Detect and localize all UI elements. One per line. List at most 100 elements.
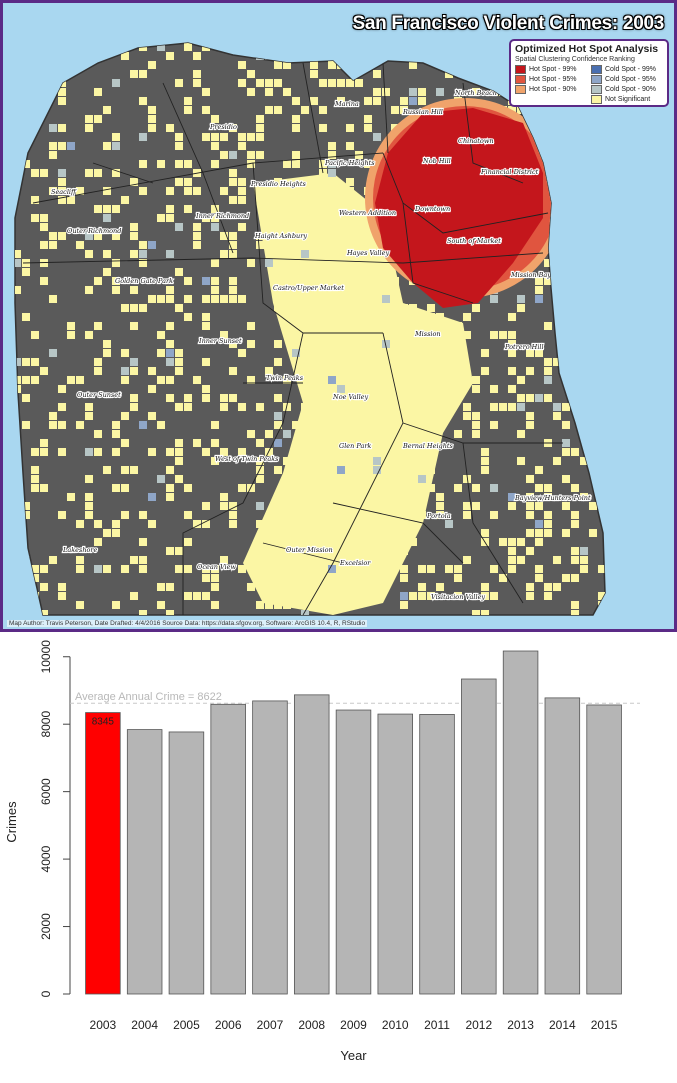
map-cell	[418, 88, 426, 96]
map-cell	[571, 556, 579, 564]
map-cell	[283, 214, 291, 222]
map-cell	[202, 394, 210, 402]
map-cell	[202, 133, 210, 141]
map-cell	[211, 583, 219, 591]
map-cell	[166, 466, 174, 474]
map-cell	[418, 592, 426, 600]
map-cell	[256, 439, 264, 447]
map-cell	[247, 340, 255, 348]
map-cell	[535, 286, 543, 294]
map-cell	[175, 178, 183, 186]
map-cell	[355, 457, 363, 465]
map-cell	[355, 268, 363, 276]
map-cell	[337, 385, 345, 393]
nbhd-label: Hayes Valley	[346, 249, 389, 257]
map-cell	[580, 547, 588, 555]
map-cell	[319, 124, 327, 132]
legend-swatch	[515, 75, 526, 84]
map-cell	[229, 124, 237, 132]
map-cell	[571, 547, 579, 555]
map-cell	[409, 97, 417, 105]
map-cell	[15, 358, 21, 366]
nbhd-label: Potrero Hill	[504, 343, 544, 351]
map-cell	[256, 124, 264, 132]
map-cell	[229, 295, 237, 303]
map-cell	[328, 592, 336, 600]
map-cell	[58, 385, 66, 393]
map-cell	[301, 196, 309, 204]
map-cell	[15, 160, 21, 168]
map-cell	[301, 457, 309, 465]
legend-swatch	[591, 85, 602, 94]
map-cell	[472, 88, 480, 96]
map-cell	[400, 511, 408, 519]
map-cell	[535, 133, 543, 141]
map-cell	[562, 421, 570, 429]
nbhd-label: Golden Gate Park	[115, 277, 173, 285]
map-cell	[229, 178, 237, 186]
map-cell	[463, 511, 471, 519]
map-cell	[409, 457, 417, 465]
map-cell	[94, 565, 102, 573]
map-cell	[499, 403, 507, 411]
map-cell	[76, 241, 84, 249]
map-cell	[166, 124, 174, 132]
map-cell	[274, 79, 282, 87]
map-cell	[166, 448, 174, 456]
map-cell	[94, 232, 102, 240]
map-cell	[67, 376, 75, 384]
map-cell	[571, 448, 579, 456]
map-cell	[391, 520, 399, 528]
map-cell	[472, 610, 480, 615]
map-cell	[247, 322, 255, 330]
map-cell	[49, 142, 57, 150]
map-cell	[85, 115, 93, 123]
map-cell	[265, 547, 273, 555]
map-cell	[58, 178, 66, 186]
map-cell	[58, 97, 66, 105]
map-cell	[229, 169, 237, 177]
map-cell	[58, 124, 66, 132]
map-cell	[184, 538, 192, 546]
map-cell	[553, 214, 561, 222]
map-cell	[544, 142, 552, 150]
map-cell	[535, 565, 543, 573]
map-cell	[364, 538, 372, 546]
map-cell	[346, 385, 354, 393]
map-cell	[49, 349, 57, 357]
map-cell	[292, 160, 300, 168]
map-cell	[544, 394, 552, 402]
map-cell	[301, 403, 309, 411]
map-cell	[571, 511, 579, 519]
map-cell	[130, 367, 138, 375]
map-cell	[508, 385, 516, 393]
map-cell	[346, 250, 354, 258]
map-cell	[22, 313, 30, 321]
map-cell	[409, 592, 417, 600]
map-cell	[112, 169, 120, 177]
map-cell	[364, 349, 372, 357]
nbhd-label: Excelsior	[339, 559, 371, 567]
map-cell	[571, 214, 579, 222]
map-cell	[85, 124, 93, 132]
map-cell	[85, 493, 93, 501]
map-cell	[418, 565, 426, 573]
map-cell	[85, 232, 93, 240]
map-cell	[220, 403, 228, 411]
neighborhood-boundaries	[22, 62, 563, 615]
map-cell	[481, 529, 489, 537]
map-cell	[283, 538, 291, 546]
map-cell	[571, 376, 579, 384]
map-cell	[256, 457, 264, 465]
map-cell	[283, 322, 291, 330]
map-cell	[184, 97, 192, 105]
map-cell	[238, 448, 246, 456]
map-cell	[256, 115, 264, 123]
map-cell	[103, 214, 111, 222]
map-cell	[292, 349, 300, 357]
bar	[168, 731, 205, 995]
bar	[335, 709, 372, 995]
map-cell	[166, 205, 174, 213]
map-cell	[15, 286, 21, 294]
map-cell	[184, 205, 192, 213]
